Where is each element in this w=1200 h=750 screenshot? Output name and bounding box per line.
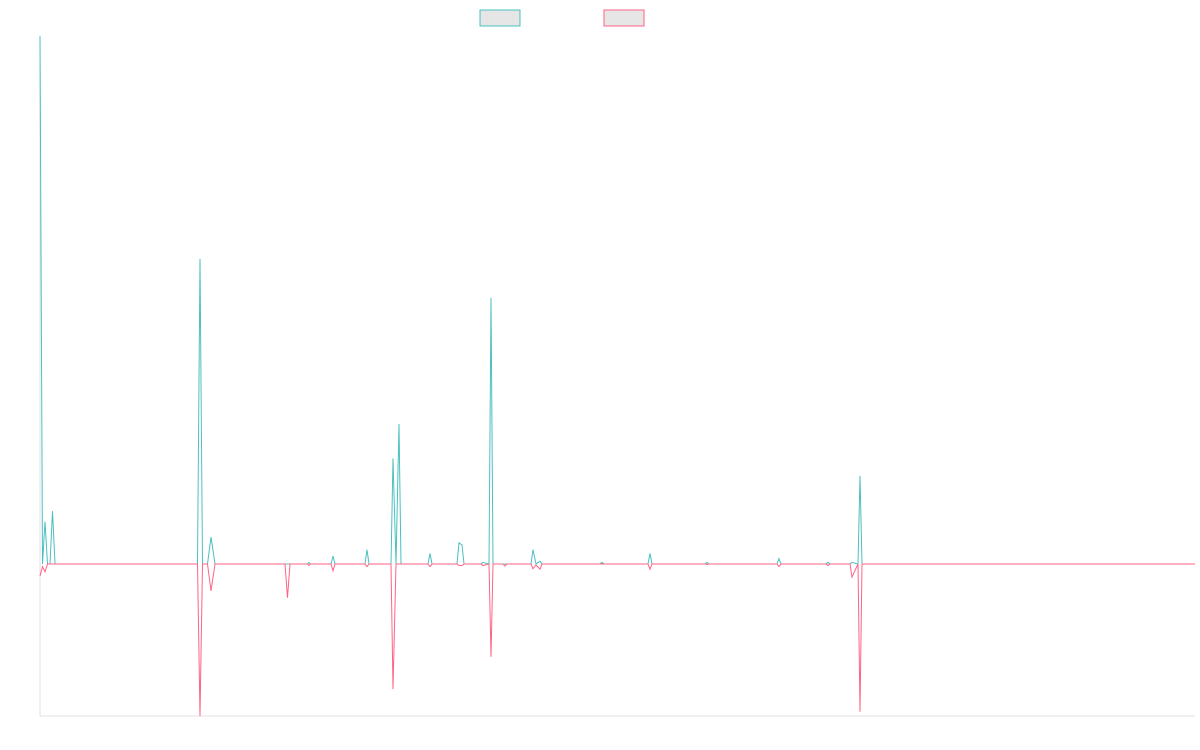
series-line xyxy=(39,563,1195,717)
legend-swatch xyxy=(603,9,645,27)
legend-swatch xyxy=(479,9,521,27)
series-line xyxy=(39,35,1195,565)
